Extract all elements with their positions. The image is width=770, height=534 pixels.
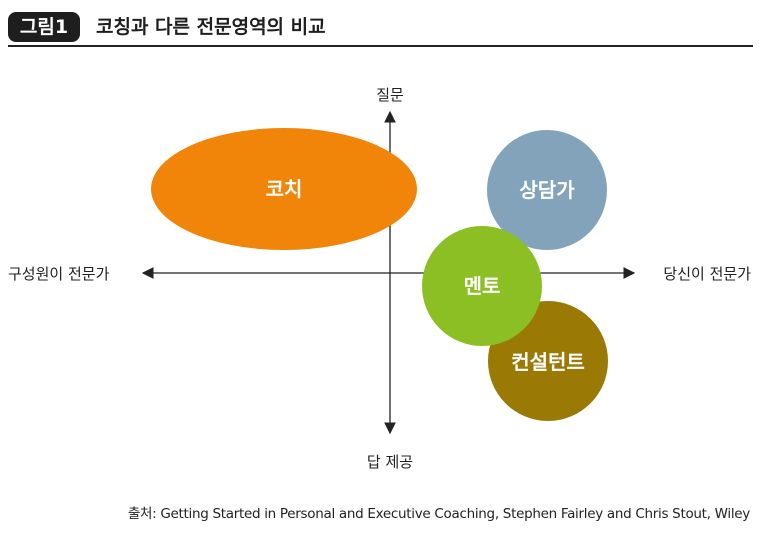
coach-bubble	[151, 128, 417, 250]
consultant-label: 컨설턴트	[511, 350, 585, 374]
axis-label-right: 당신이 전문가	[663, 265, 751, 283]
axis-label-top: 질문	[376, 86, 404, 104]
counseling-bubble	[487, 130, 607, 250]
header-divider	[8, 45, 753, 47]
source-citation: 출처: Getting Started in Personal and Exec…	[127, 506, 750, 522]
figure-title: 코칭과 다른 전문영역의 비교	[96, 16, 326, 38]
mentor-bubble	[422, 226, 542, 346]
axis-label-left: 구성원이 전문가	[8, 265, 110, 283]
axis-label-bottom: 답 제공	[367, 453, 413, 471]
figure-badge: 그림1	[8, 12, 80, 42]
figure-header: 그림1 코칭과 다른 전문영역의 비교	[8, 10, 753, 48]
counseling-label: 상담가	[519, 178, 575, 202]
coach-label: 코치	[266, 177, 303, 201]
mentor-label: 멘토	[464, 274, 501, 298]
